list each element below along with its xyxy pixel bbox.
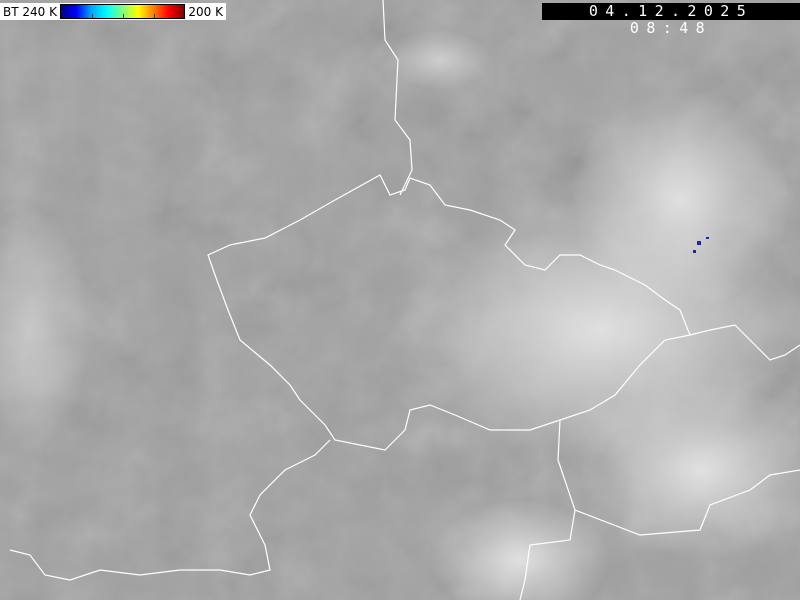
color-scale-legend: BT 240 K 200 K xyxy=(0,3,226,20)
timestamp: 04.12.2025 08:48 xyxy=(542,3,800,37)
legend-max-label: 200 K xyxy=(188,4,223,19)
color-scale-bar xyxy=(59,4,186,19)
scale-tick xyxy=(153,14,155,18)
scale-tick xyxy=(122,14,124,18)
scale-tick xyxy=(91,14,93,18)
cold-cloud-pixels xyxy=(693,237,709,253)
legend-min-label: BT 240 K xyxy=(3,4,57,19)
cloud-fields xyxy=(0,30,800,600)
country-borders xyxy=(9,0,800,600)
